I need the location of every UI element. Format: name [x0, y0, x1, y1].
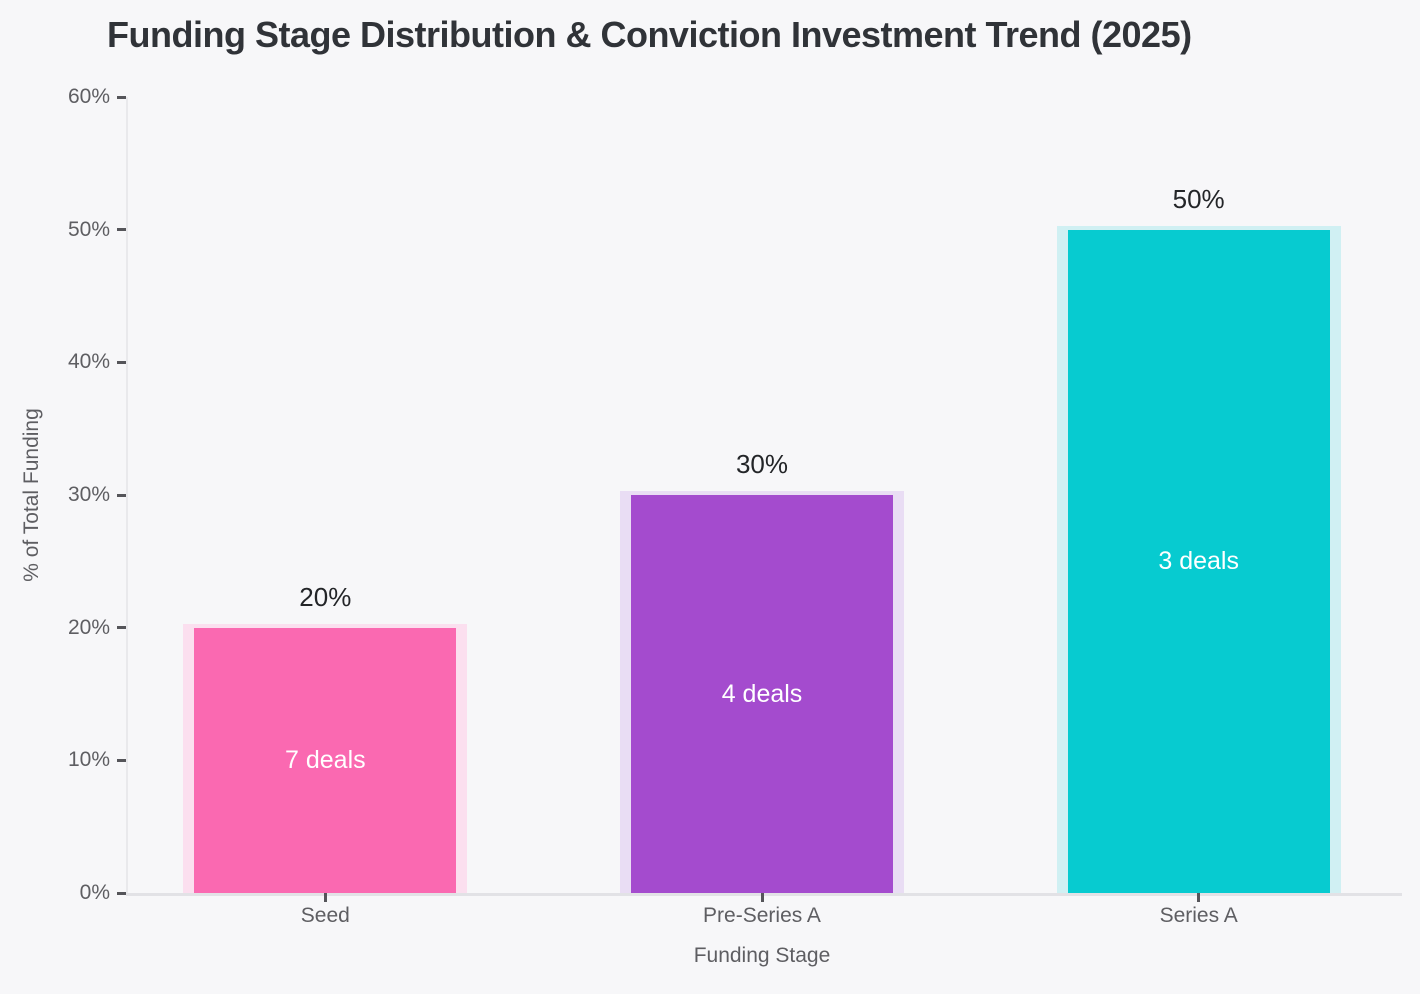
y-tick-mark: [117, 758, 126, 762]
x-axis-line: [126, 893, 1402, 896]
chart-title: Funding Stage Distribution & Conviction …: [107, 14, 1192, 55]
y-tick-label: 30%: [67, 483, 110, 506]
bar-deal-label: 4 deals: [721, 679, 803, 708]
x-tick-mark: [760, 893, 764, 902]
y-tick-label: 50%: [67, 217, 110, 241]
y-tick-mark: [117, 493, 126, 497]
x-tick-mark: [323, 893, 327, 902]
y-tick-mark: [117, 228, 126, 232]
bar-value-label: 50%: [1172, 183, 1225, 214]
y-axis-line: [126, 97, 128, 893]
y-tick-label: 60%: [67, 85, 110, 108]
x-tick-label: Seed: [300, 904, 350, 927]
x-axis-title: Funding Stage: [693, 944, 831, 967]
y-tick-label: 10%: [67, 748, 110, 772]
bar-value-label: 30%: [735, 449, 789, 479]
x-tick-label: Pre-Series A: [703, 904, 821, 927]
y-tick-label: 40%: [67, 350, 110, 374]
x-tick-mark: [1197, 893, 1201, 902]
bar-value-label: 20%: [299, 581, 352, 612]
bar-deal-label: 3 deals: [1158, 546, 1239, 575]
bar: 3 deals: [1067, 229, 1330, 893]
y-tick-mark: [117, 891, 126, 895]
bar: 4 deals: [631, 495, 893, 893]
x-tick-label: Series A: [1159, 904, 1238, 927]
y-tick-mark: [117, 360, 126, 364]
bar: 7 deals: [194, 627, 457, 893]
y-tick-label: 20%: [67, 615, 110, 639]
y-tick-mark: [117, 95, 126, 99]
y-tick-mark: [117, 626, 126, 630]
bar-deal-label: 7 deals: [285, 745, 366, 774]
y-tick-label: 0%: [79, 881, 110, 904]
